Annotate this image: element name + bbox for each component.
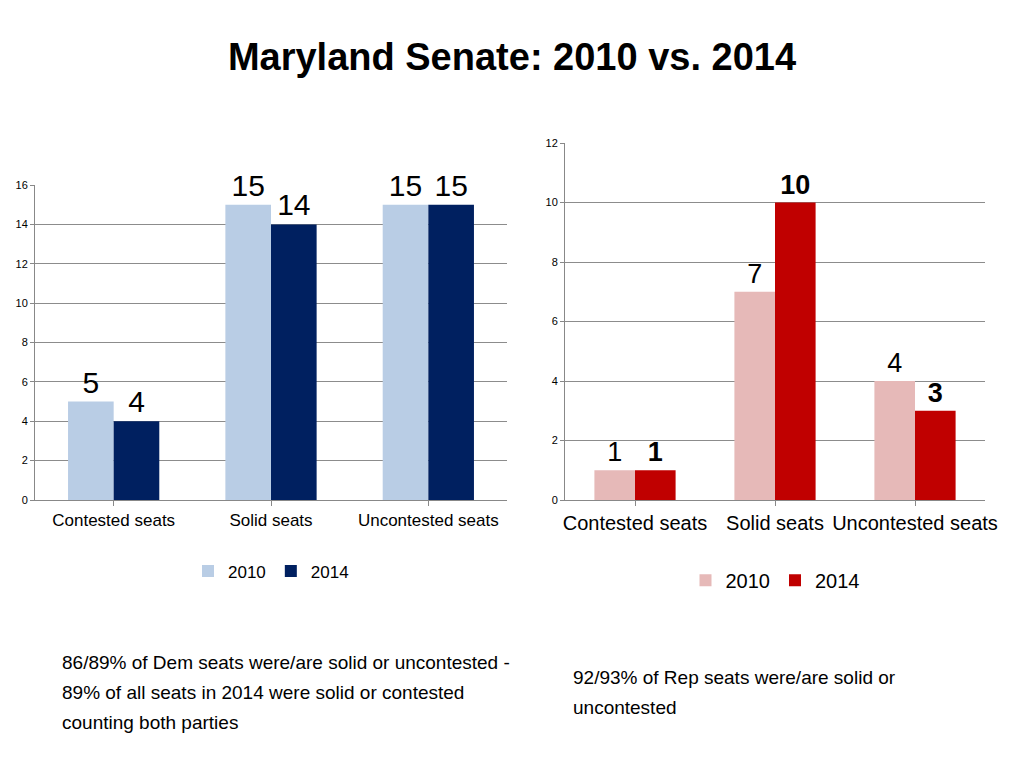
svg-text:0: 0 [552, 494, 558, 506]
svg-text:1: 1 [648, 437, 663, 467]
svg-text:2010: 2010 [726, 570, 771, 592]
svg-text:4: 4 [128, 385, 145, 418]
svg-text:Solid seats: Solid seats [229, 511, 312, 530]
svg-text:5: 5 [83, 366, 100, 399]
html-text:92/93% of Rep seats were/are s: 92/93% of Rep seats were/are solid or un… [573, 667, 896, 718]
svg-text:15: 15 [434, 170, 467, 202]
html-text:Maryland Senate: 2010 vs. 2014: Maryland Senate: 2010 vs. 2014 [227, 36, 797, 78]
svg-text:2: 2 [22, 454, 28, 466]
svg-text:15: 15 [389, 170, 422, 202]
svg-text:Uncontested seats: Uncontested seats [358, 511, 499, 530]
svg-text:12: 12 [16, 258, 28, 270]
svg-text:10: 10 [546, 196, 558, 208]
svg-text:Solid seats: Solid seats [726, 512, 824, 534]
svg-text:2014: 2014 [815, 570, 860, 592]
svg-text:6: 6 [552, 315, 558, 327]
svg-text:2010: 2010 [228, 563, 266, 582]
svg-text:8: 8 [552, 256, 558, 268]
svg-text:8: 8 [22, 336, 28, 348]
svg-text:4: 4 [552, 375, 558, 387]
svg-text:4: 4 [887, 348, 902, 378]
svg-text:3: 3 [928, 378, 943, 408]
svg-text:10: 10 [16, 297, 28, 309]
svg-text:2: 2 [552, 434, 558, 446]
svg-text:0: 0 [22, 494, 28, 506]
svg-text:6: 6 [22, 376, 28, 388]
svg-text:Contested seats: Contested seats [52, 511, 175, 530]
html-text:86/89% of Dem seats were/are s: 86/89% of Dem seats were/are solid or un… [62, 652, 510, 733]
svg-text:2014: 2014 [311, 563, 349, 582]
svg-text:12: 12 [546, 137, 558, 149]
svg-text:4: 4 [22, 415, 28, 427]
svg-text:1: 1 [607, 437, 622, 467]
svg-text:14: 14 [16, 218, 28, 230]
svg-text:10: 10 [780, 170, 810, 200]
svg-text:Contested seats: Contested seats [563, 512, 708, 534]
svg-text:14: 14 [277, 188, 310, 221]
svg-text:15: 15 [231, 170, 264, 202]
svg-text:16: 16 [16, 179, 28, 191]
svg-text:Uncontested seats: Uncontested seats [832, 512, 998, 534]
svg-text:7: 7 [747, 259, 762, 289]
